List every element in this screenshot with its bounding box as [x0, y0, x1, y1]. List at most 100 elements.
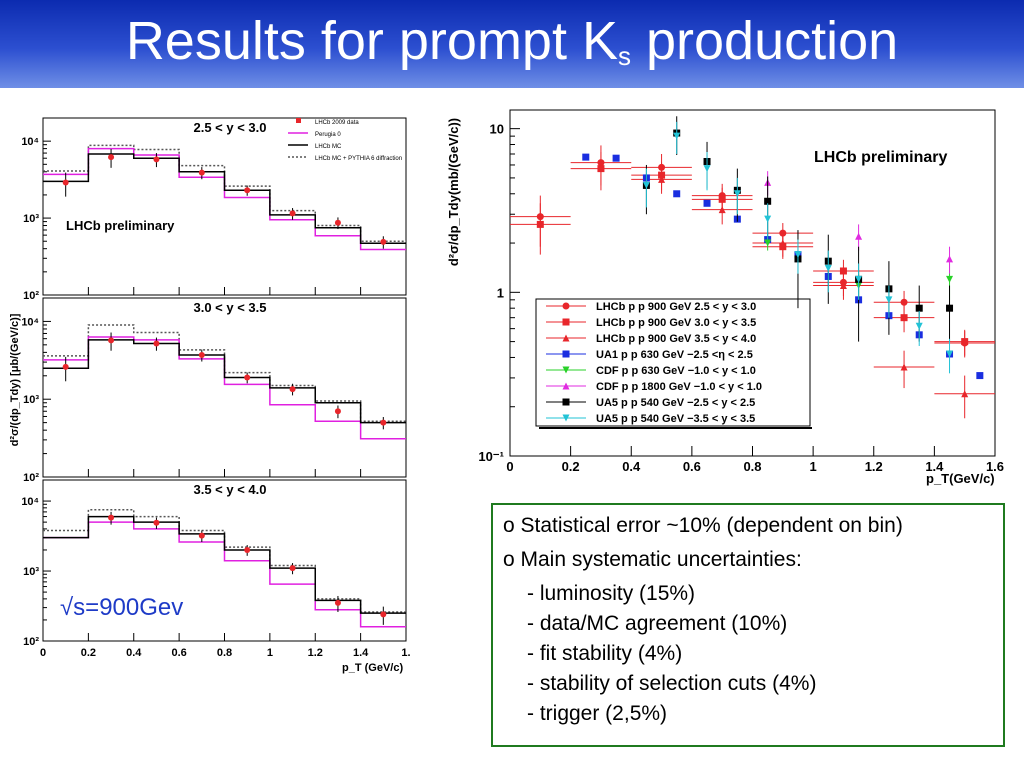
legend-box [535, 298, 811, 427]
hist-mc-diffraction [43, 509, 406, 613]
panel-frame [42, 117, 407, 296]
data-point [946, 255, 954, 263]
y-tick-label: 10 [490, 122, 504, 137]
lhcb-preliminary-label: LHCb preliminary [814, 149, 947, 166]
x-tick-label: 0 [506, 459, 513, 474]
data-point [733, 186, 741, 194]
data-point [946, 275, 954, 283]
y-tick-label: 10⁴ [21, 136, 39, 148]
data-point [855, 282, 863, 290]
y-tick-label: 10² [23, 472, 39, 484]
data-point [764, 236, 772, 244]
data-point [718, 195, 726, 203]
data-point [703, 157, 711, 165]
data-point [961, 390, 969, 398]
data-point [885, 312, 893, 320]
data-point [764, 215, 772, 223]
hist-mc-diffraction [43, 144, 406, 242]
y-axis-label: d²σ/(dp_Tdy) [μb/(GeV/c)] [9, 313, 21, 446]
data-point [824, 272, 832, 280]
x-tick-label: 1. [401, 647, 410, 659]
x-tick-label: 1.2 [308, 647, 323, 659]
data-point [779, 239, 787, 247]
legend-label: UA5 p p 540 GeV −3.5 < y < 3.5 [596, 413, 755, 425]
data-point [673, 190, 681, 198]
data-point [244, 374, 251, 381]
data-point [244, 187, 251, 194]
x-axis-label: p_T (GeV/c) [342, 662, 403, 674]
data-point [839, 282, 847, 290]
data-point [794, 251, 802, 259]
data-point [915, 304, 923, 312]
data-point [703, 165, 711, 173]
x-tick-label: 1.4 [353, 647, 369, 659]
legend-marker [562, 382, 570, 390]
notes-bullet-syst: o Main systematic uncertainties: [503, 548, 802, 571]
data-point [764, 239, 772, 247]
data-point [536, 220, 544, 228]
legend-marker [296, 118, 301, 123]
notes-item: - data/MC agreement (10%) [527, 612, 788, 635]
notes-item: - trigger (2,5%) [527, 702, 668, 725]
data-point [718, 206, 726, 214]
data-point [915, 331, 923, 339]
data-point [108, 337, 115, 344]
legend-label: LHCb p p 900 GeV 3.5 < y < 4.0 [596, 333, 756, 345]
data-point [961, 338, 969, 346]
title-bar: Results for prompt Ks production [0, 0, 1024, 88]
data-point [673, 129, 681, 137]
data-point [198, 352, 205, 359]
legend-label: LHCb p p 900 GeV 3.0 < y < 3.5 [596, 317, 756, 329]
data-point [380, 238, 387, 245]
data-point [642, 181, 650, 189]
legend-label: UA5 p p 540 GeV −2.5 < y < 2.5 [596, 397, 755, 409]
slide-title-tail: production [630, 11, 899, 71]
legend-marker [562, 302, 570, 310]
data-point [885, 296, 893, 304]
data-point [380, 419, 387, 426]
y-tick-label: 10² [23, 636, 39, 648]
data-point [334, 408, 341, 415]
data-point [244, 546, 251, 553]
notes-item: - luminosity (15%) [527, 582, 696, 605]
legend-label: LHCb MC + PYTHIA 6 diffraction [315, 156, 402, 162]
x-tick-label: 1.2 [865, 459, 883, 474]
data-point [900, 314, 908, 322]
panel-frame [42, 479, 407, 642]
legend-label: LHCb MC [315, 144, 342, 150]
slide-title-subscript: s [617, 41, 631, 71]
x-tick-label: 0.6 [171, 647, 186, 659]
x-axis-label: p_T(GeV/c) [926, 471, 995, 486]
data-point [733, 215, 741, 223]
data-point [839, 267, 847, 275]
data-point [642, 174, 650, 182]
data-point [380, 611, 387, 618]
y-tick-label: 10³ [23, 394, 39, 406]
x-tick-label: 0.8 [217, 647, 232, 659]
data-point [198, 532, 205, 539]
legend-marker [562, 398, 570, 406]
data-point [824, 257, 832, 265]
panel-lhcb-label: LHCb preliminary [66, 218, 175, 233]
data-point [794, 251, 802, 259]
y-axis-label: d²σ/dp_Tdy(mb/(GeV/c)) [446, 118, 461, 266]
data-point [289, 565, 296, 572]
legend-marker [562, 318, 570, 326]
data-point [642, 181, 650, 189]
data-point [62, 179, 69, 186]
data-point [885, 285, 893, 293]
x-tick-label: 0 [40, 647, 46, 659]
data-point [764, 197, 772, 205]
data-point [946, 304, 954, 312]
data-point [334, 599, 341, 606]
hist-perugia [43, 521, 406, 628]
notes-bullet-stat: o Statistical error ~10% (dependent on b… [503, 514, 903, 537]
x-tick-label: 1 [267, 647, 273, 659]
x-tick-label: 0.2 [81, 647, 96, 659]
data-point [153, 156, 160, 163]
data-point [289, 210, 296, 217]
data-point [718, 192, 726, 200]
data-point [946, 350, 954, 358]
panel-rapidity-label: 3.5 < y < 4.0 [193, 482, 266, 497]
legend-label: CDF p p 630 GeV −1.0 < y < 1.0 [596, 365, 756, 377]
